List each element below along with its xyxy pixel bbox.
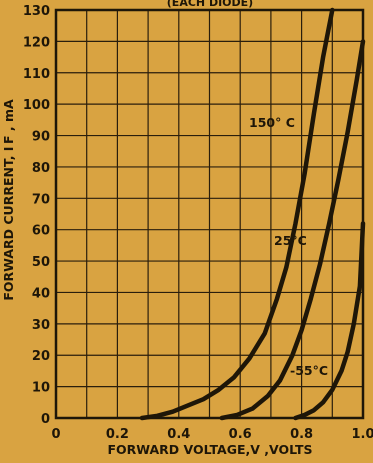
y-axis-label: FORWARD CURRENT, I F , mA bbox=[1, 99, 16, 301]
x-tick-label: 0.2 bbox=[106, 427, 129, 442]
series-line-2 bbox=[293, 221, 366, 421]
y-tick-label: 40 bbox=[32, 286, 50, 301]
x-tick-label: 0 bbox=[51, 427, 60, 442]
tick-labels: 0 0.2 0.4 0.6 0.8 1.0 0 10 20 30 40 50 60 70 80 90 100 11… bbox=[23, 4, 373, 442]
y-tick-label: 120 bbox=[23, 35, 50, 50]
y-tick-label: 100 bbox=[23, 98, 50, 113]
series-label-0: 150° C bbox=[249, 115, 295, 130]
y-tick-label: 70 bbox=[32, 192, 50, 207]
y-tick-label: 80 bbox=[32, 161, 50, 176]
series-labels: 150° C 25°C -55°C bbox=[249, 115, 328, 378]
x-tick-label: 1.0 bbox=[351, 427, 373, 442]
y-tick-label: 10 bbox=[32, 381, 50, 396]
y-tick-label: 60 bbox=[32, 224, 50, 239]
chart-title: (EACH DIODE) bbox=[167, 0, 253, 9]
y-tick-label: 0 bbox=[41, 412, 50, 427]
series-line-0 bbox=[139, 7, 335, 421]
y-tick-label: 50 bbox=[32, 255, 50, 270]
x-tick-label: 0.8 bbox=[290, 427, 313, 442]
y-tick-label: 90 bbox=[32, 130, 50, 145]
x-tick-label: 0.4 bbox=[167, 427, 190, 442]
y-tick-label: 30 bbox=[32, 318, 50, 333]
x-tick-label: 0.6 bbox=[229, 427, 252, 442]
series-label-2: -55°C bbox=[290, 363, 328, 378]
series-label-1: 25°C bbox=[274, 233, 307, 248]
y-tick-label: 20 bbox=[32, 349, 50, 364]
x-axis-label: FORWARD VOLTAGE,V ,VOLTS bbox=[107, 442, 312, 457]
plot-frame bbox=[54, 8, 365, 420]
y-tick-label: 110 bbox=[23, 67, 50, 82]
series-layer bbox=[139, 7, 366, 421]
grid bbox=[56, 10, 363, 418]
y-tick-label: 130 bbox=[23, 4, 50, 19]
series-line-1 bbox=[219, 39, 366, 421]
